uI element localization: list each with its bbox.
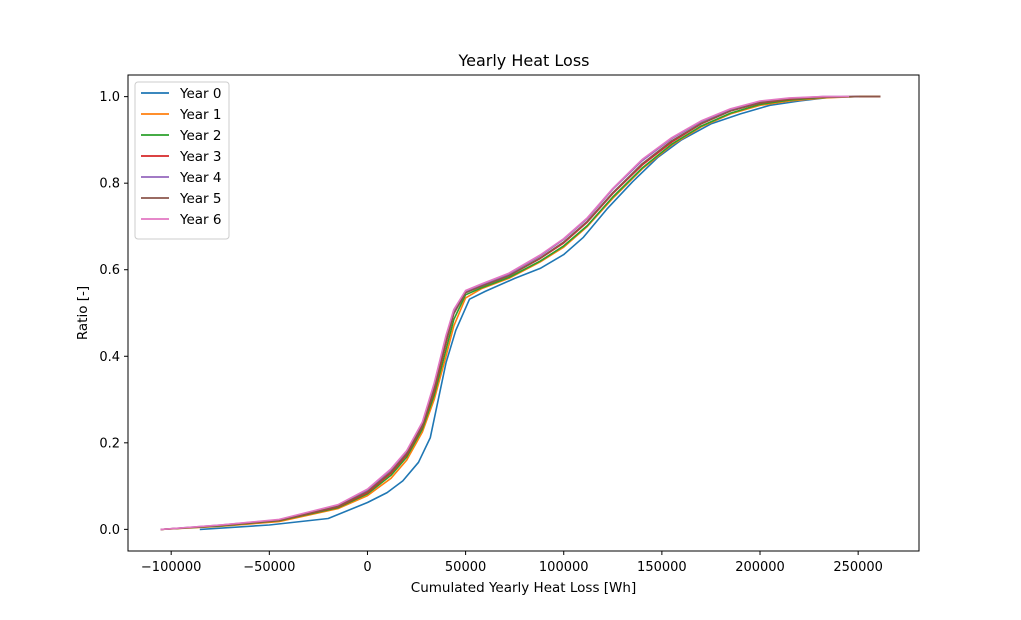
legend-label: Year 5 — [179, 191, 221, 207]
x-axis: −100000 −50000 0 50000 100000 150000 200000 250… — [141, 551, 883, 575]
legend-label: Year 4 — [179, 170, 221, 186]
y-axis-label: Ratio [-] — [75, 286, 91, 340]
legend: Year 0 Year 1 Year 2 Year 3 Year 4 Year 5 Year… — [134, 81, 230, 240]
y-tick-label: 1.0 — [99, 90, 120, 105]
legend-label: Year 0 — [179, 86, 221, 102]
legend-label: Year 6 — [179, 212, 221, 228]
axes-frame — [127, 74, 920, 552]
x-tick-label: −100000 — [141, 560, 202, 575]
y-tick-label: 0.8 — [99, 177, 120, 192]
x-tick-label: 50000 — [445, 560, 486, 575]
legend-label: Year 3 — [179, 149, 221, 165]
x-tick-label: 200000 — [735, 560, 785, 575]
x-tick-label: 150000 — [637, 560, 687, 575]
plot-area — [160, 95, 881, 531]
y-tick-label: 0.4 — [99, 350, 120, 365]
x-tick-label: 100000 — [539, 560, 589, 575]
legend-box — [134, 81, 230, 240]
series-line-year-5 — [160, 95, 881, 531]
series-line-year-6 — [160, 95, 850, 531]
legend-label: Year 1 — [179, 107, 221, 123]
y-tick-label: 0.2 — [99, 436, 120, 451]
x-axis-label: Cumulated Yearly Heat Loss [Wh] — [411, 580, 636, 596]
y-tick-label: 0.0 — [99, 523, 120, 538]
series-line-year-2 — [160, 95, 881, 531]
x-tick-label: 0 — [363, 560, 371, 575]
series-line-year-0 — [199, 95, 881, 531]
series-line-year-1 — [160, 95, 881, 531]
y-tick-label: 0.6 — [99, 263, 120, 278]
x-tick-label: −50000 — [243, 560, 295, 575]
x-tick-label: 250000 — [833, 560, 883, 575]
legend-label: Year 2 — [179, 128, 221, 144]
y-axis: 0.0 0.2 0.4 0.6 0.8 1.0 — [99, 90, 128, 538]
chart-title: Yearly Heat Loss — [457, 51, 589, 70]
